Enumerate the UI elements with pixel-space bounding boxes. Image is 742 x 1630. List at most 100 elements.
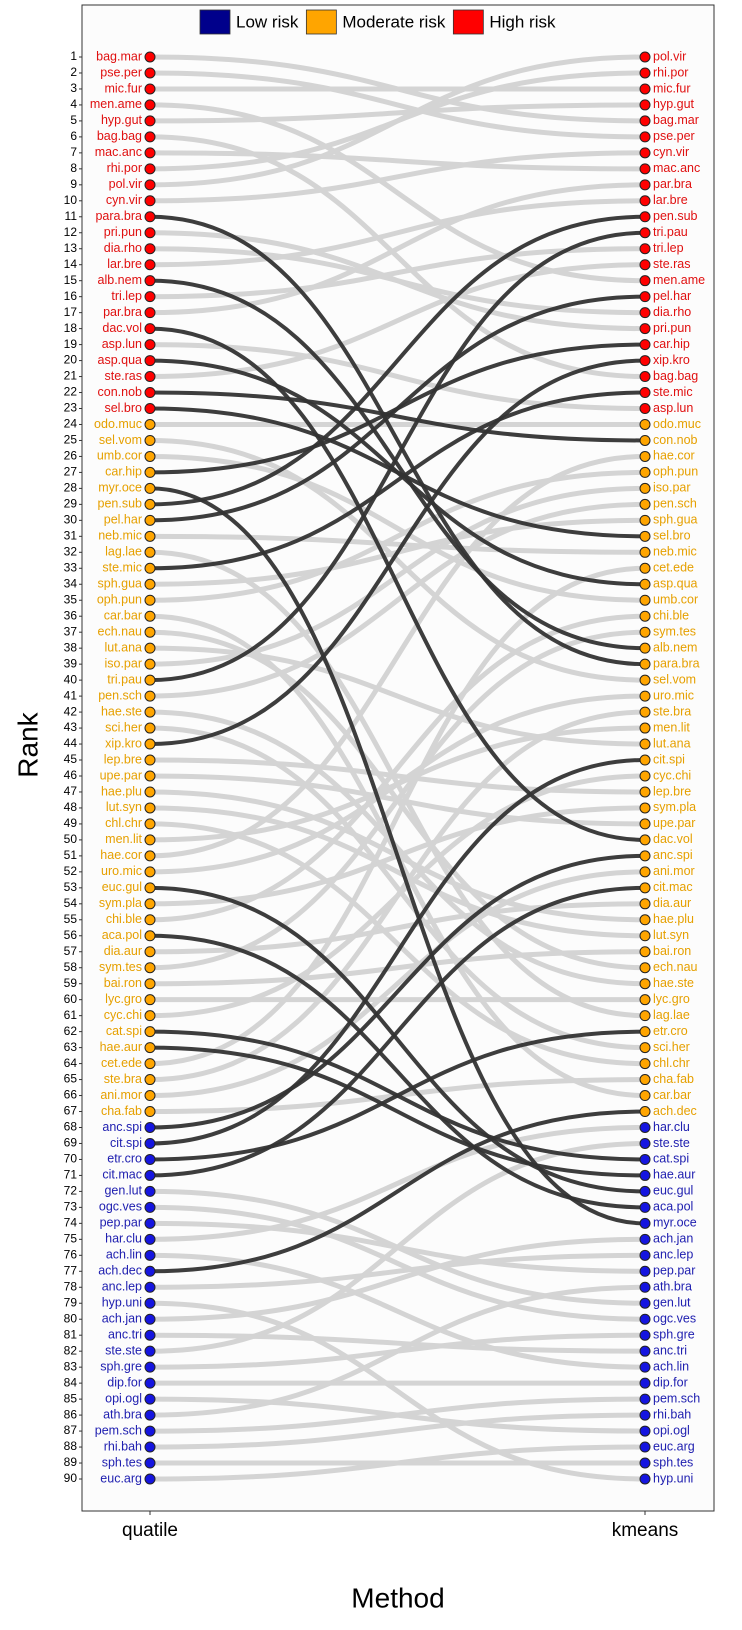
species-label: asp.lun [653,401,693,415]
rank-point [144,323,156,335]
species-label: cit.mac [102,1168,142,1182]
y-tick-label: 33 [64,560,78,574]
link [149,1412,646,1450]
y-tick-label: 21 [64,369,78,383]
rank-point [144,1473,156,1485]
rank-point [144,498,156,510]
species-label: uro.mic [653,688,694,702]
species-label: iso.par [653,481,691,495]
rank-point [144,1137,156,1149]
species-label: upe.par [653,816,695,830]
species-label: anc.tri [653,1343,687,1357]
species-label: cat.spi [653,1152,689,1166]
rank-point [144,83,156,95]
species-label: tri.lep [111,289,142,303]
rank-point [144,51,156,63]
rank-point [639,1010,651,1022]
rank-point [639,1106,651,1118]
rank-point [144,1153,156,1165]
species-label: lep.bre [104,752,142,766]
species-label: sph.gre [653,1327,695,1341]
rank-point [639,946,651,958]
y-tick-label: 70 [64,1152,78,1166]
species-label: har.clu [105,1232,142,1246]
link [149,1284,646,1418]
species-label: pol.vir [109,177,142,191]
species-label: pep.par [653,1264,695,1278]
y-tick-label: 11 [65,209,78,223]
link [149,437,646,683]
rank-point [639,562,651,574]
species-label: hae.plu [101,784,142,798]
rank-point [639,1074,651,1086]
legend-label: High risk [489,12,556,31]
species-label: dip.for [653,1375,688,1389]
rank-point [144,1425,156,1437]
rank-point [639,866,651,878]
species-label: xip.kro [653,353,690,367]
species-label: anc.lep [102,1280,142,1294]
species-label: car.hip [105,465,142,479]
rank-point [144,482,156,494]
rank-point [144,67,156,79]
species-label: cyn.vir [653,145,689,159]
species-label: men.lit [653,720,690,734]
legend-swatch [452,9,484,35]
y-tick-label: 80 [64,1311,78,1325]
changed-link [149,885,646,1178]
rank-point [144,179,156,191]
rank-point [639,418,651,430]
species-label: chi.ble [106,912,142,926]
rank-point [144,850,156,862]
species-label: sel.vom [99,433,142,447]
rank-point [639,163,651,175]
y-axis-title: Rank [12,711,43,777]
species-label: ogc.ves [653,1312,696,1326]
species-label: anc.spi [102,1120,142,1134]
species-label: asp.lun [102,337,142,351]
rank-point [144,291,156,303]
species-label: men.lit [105,832,142,846]
y-tick-label: 32 [64,544,78,558]
species-label: cet.ede [101,1056,142,1070]
y-tick-label: 2 [70,65,77,79]
rank-point [639,1121,651,1133]
changed-link [149,1109,646,1274]
rank-point [639,115,651,127]
y-tick-label: 68 [64,1120,78,1134]
y-tick-label: 26 [64,449,78,463]
species-label: pel.har [104,513,142,527]
species-label: opi.ogl [105,1391,142,1405]
species-label: sym.pla [99,896,142,910]
rank-point [639,1361,651,1373]
link [149,262,646,380]
rank-point [639,371,651,383]
changed-link [149,1029,646,1162]
rank-point [639,882,651,894]
link [149,565,646,1067]
y-tick-label: 5 [70,113,77,127]
species-label: bag.mar [96,49,142,63]
species-label: dac.vol [653,832,693,846]
species-label: pep.par [100,1216,142,1230]
legend-swatch [199,9,231,35]
species-label: xip.kro [105,736,142,750]
y-tick-label: 8 [70,161,77,175]
species-label: ste.bra [104,1072,142,1086]
rank-point [639,786,651,798]
rank-point [144,1201,156,1213]
link [149,613,646,923]
changed-link [149,294,646,523]
y-tick-label: 67 [64,1104,78,1118]
rank-point [639,690,651,702]
species-label: lag.lae [105,545,142,559]
species-label: cit.spi [110,1136,142,1150]
y-tick-label: 43 [64,720,78,734]
y-tick-label: 54 [64,896,78,910]
species-label: gen.lut [653,1296,691,1310]
changed-link [149,358,646,747]
rank-point [639,243,651,255]
species-label: men.ame [90,97,142,111]
y-tick-label: 89 [64,1455,78,1469]
species-label: ste.mic [653,385,693,399]
